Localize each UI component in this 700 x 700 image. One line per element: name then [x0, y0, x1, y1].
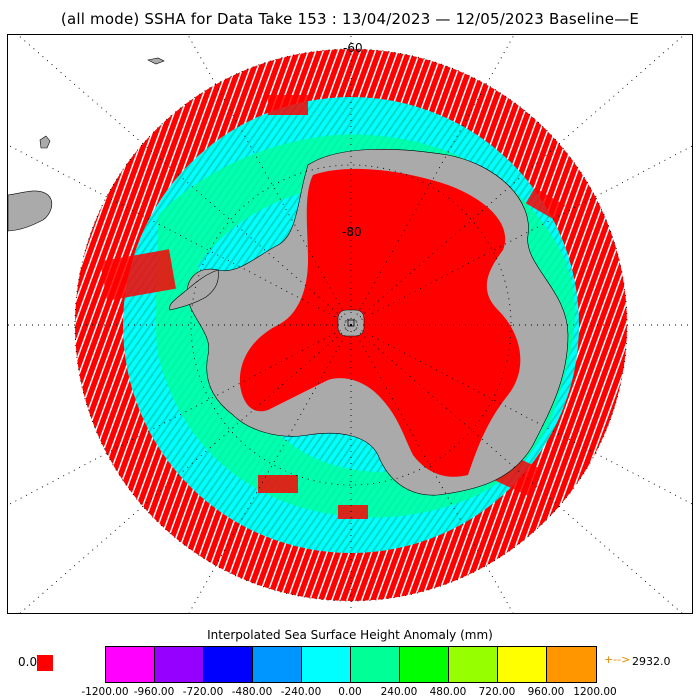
- colorbar-tick: -240.00: [280, 686, 322, 698]
- colorbar-segment: [449, 647, 498, 682]
- pole-gap: [337, 309, 365, 337]
- colorbar-tick: 720.00: [478, 686, 516, 698]
- colorbar-tick: -720.00: [182, 686, 224, 698]
- colorbar-title: Interpolated Sea Surface Height Anomaly …: [207, 628, 493, 642]
- colorbar-segment: [155, 647, 204, 682]
- zero-value-label: 0.0: [18, 655, 38, 669]
- antarctic-peninsula: [169, 269, 219, 311]
- ice-sheet-anomaly: [239, 168, 521, 477]
- colorbar: [105, 646, 597, 683]
- colorbar-tick: 480.00: [429, 686, 467, 698]
- colorbar-segment: [204, 647, 253, 682]
- max-arrow-icon: +-->: [604, 653, 631, 666]
- colorbar-segment: [498, 647, 547, 682]
- map-panel: -60 -80: [7, 34, 693, 614]
- lat-label-80: -80: [342, 225, 362, 239]
- colorbar-segment: [547, 647, 596, 682]
- polar-map: [8, 35, 692, 613]
- colorbar-tick: 1200.00: [573, 686, 617, 698]
- colorbar-segment: [351, 647, 400, 682]
- colorbar-segment: [106, 647, 155, 682]
- colorbar-tick: 240.00: [380, 686, 418, 698]
- zero-value-swatch: [37, 655, 53, 671]
- colorbar-segment: [400, 647, 449, 682]
- colorbar-tick: 960.00: [527, 686, 565, 698]
- colorbar-tick: -960.00: [133, 686, 175, 698]
- colorbar-tick: -1200.00: [81, 686, 129, 698]
- falkland-islands: [39, 135, 51, 149]
- plot-title: (all mode) SSHA for Data Take 153 : 13/0…: [60, 10, 640, 28]
- colorbar-ticks: -1200.00 -960.00 -720.00 -480.00 -240.00…: [0, 686, 700, 700]
- colorbar-segment: [253, 647, 302, 682]
- graticule: [8, 35, 692, 613]
- colorbar-tick: -480.00: [231, 686, 273, 698]
- max-value-label: 2932.0: [632, 655, 671, 668]
- lat-label-60: -60: [343, 41, 363, 55]
- south-georgia: [147, 57, 165, 65]
- colorbar-tick: 0.00: [338, 686, 362, 698]
- south-america-tip: [8, 190, 53, 232]
- colorbar-segment: [302, 647, 351, 682]
